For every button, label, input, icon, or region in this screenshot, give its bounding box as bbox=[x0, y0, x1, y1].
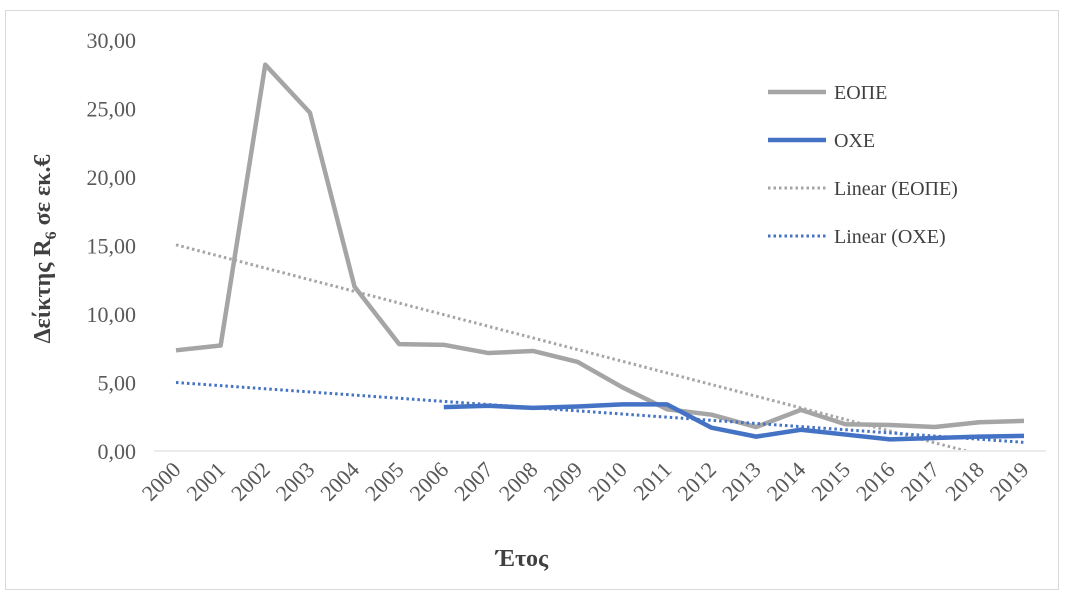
chart-frame bbox=[5, 10, 1059, 590]
series-trendline-oxe bbox=[175, 381, 1025, 444]
series-line-eope bbox=[175, 62, 1025, 430]
y-tick-label: 0,00 bbox=[98, 439, 137, 464]
x-tick-label: 2016 bbox=[851, 457, 900, 506]
x-axis-tick-labels: 2000200120022003200420052006200720082009… bbox=[137, 457, 1034, 506]
legend: ΕΟΠΕ ΟΧΕ Linear (ΕΟΠΕ) Linear (ΟΧΕ) bbox=[768, 82, 958, 248]
x-tick-label: 2017 bbox=[895, 457, 944, 506]
x-tick-label: 2019 bbox=[985, 457, 1034, 506]
x-tick-label: 2004 bbox=[315, 457, 364, 506]
legend-label-trend-oxe: Linear (ΟΧΕ) bbox=[834, 226, 946, 248]
x-tick-label: 2018 bbox=[940, 457, 989, 506]
x-tick-label: 2012 bbox=[672, 457, 721, 506]
x-tick-label: 2002 bbox=[226, 457, 275, 506]
y-axis-title-suffix: σε εκ.€ bbox=[30, 154, 56, 231]
x-tick-label: 2014 bbox=[762, 457, 811, 506]
y-tick-label: 15,00 bbox=[87, 234, 137, 259]
x-axis-title: Έτος bbox=[495, 546, 549, 572]
y-axis-tick-labels: 0,00 5,00 10,00 15,00 20,00 25,00 30,00 bbox=[87, 28, 137, 464]
y-tick-label: 5,00 bbox=[98, 371, 137, 396]
y-axis-title: Δείκτης R6 σε εκ.€ bbox=[30, 154, 60, 343]
legend-label-trend-eope: Linear (ΕΟΠΕ) bbox=[834, 178, 958, 200]
x-tick-label: 2011 bbox=[628, 457, 676, 505]
y-tick-label: 10,00 bbox=[87, 302, 137, 327]
x-tick-label: 2007 bbox=[449, 457, 498, 506]
x-tick-label: 2015 bbox=[806, 457, 855, 506]
x-tick-label: 2006 bbox=[405, 457, 454, 506]
y-tick-label: 25,00 bbox=[87, 97, 137, 122]
x-tick-label: 2003 bbox=[271, 457, 320, 506]
x-tick-label: 2010 bbox=[583, 457, 632, 506]
y-axis-title-subscript: 6 bbox=[43, 231, 60, 239]
x-tick-label: 2001 bbox=[181, 457, 230, 506]
legend-label-oxe: ΟΧΕ bbox=[834, 130, 875, 152]
x-tick-label: 2008 bbox=[494, 457, 543, 506]
legend-label-eope: ΕΟΠΕ bbox=[834, 82, 887, 104]
x-tick-label: 2009 bbox=[538, 457, 587, 506]
y-tick-label: 30,00 bbox=[87, 28, 137, 53]
y-axis-title-main: Δείκτης R bbox=[30, 239, 56, 344]
x-tick-label: 2000 bbox=[137, 457, 186, 506]
x-tick-label: 2005 bbox=[360, 457, 409, 506]
y-tick-label: 20,00 bbox=[87, 165, 137, 190]
series-line-oxe bbox=[443, 402, 1025, 442]
x-tick-label: 2013 bbox=[717, 457, 766, 506]
series-layer bbox=[175, 62, 1025, 450]
